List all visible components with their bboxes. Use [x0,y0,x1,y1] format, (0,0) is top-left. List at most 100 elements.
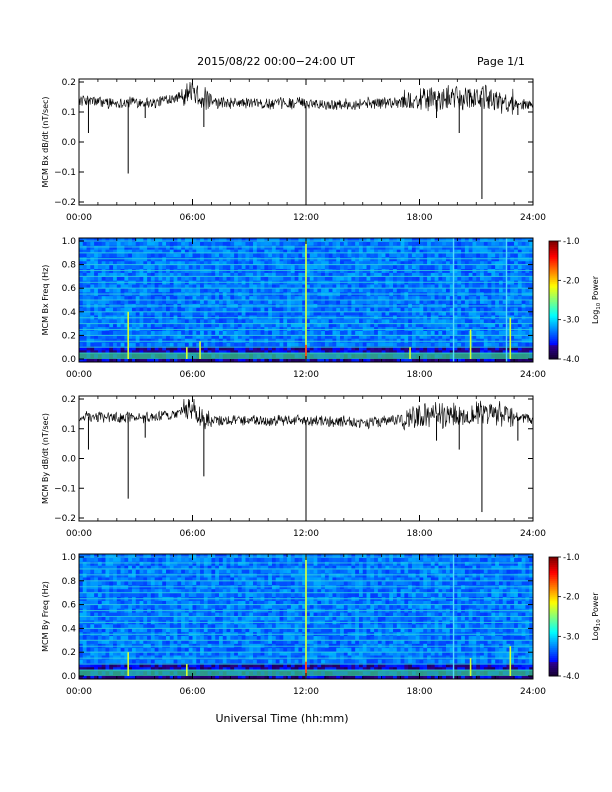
spectrogram-cell [287,261,292,266]
spectrogram-cell [135,300,140,305]
spectrogram-cell [218,296,224,301]
spectrogram-cell [147,296,152,301]
spectrogram-cell [306,331,311,336]
spectrogram-cell [94,323,99,328]
spectrogram-cell [166,616,171,621]
spectrogram-cell [309,296,314,301]
spectrogram-cell [211,276,216,282]
spectrogram-cell [82,651,87,656]
spectrogram-cell [226,269,231,274]
spectrogram-cell [525,346,530,351]
spectrogram-cell [245,272,250,278]
spectrogram-cell [86,307,91,313]
spectrogram-cell [502,257,507,262]
spectrogram-cell [203,276,209,282]
spectrogram-cell [109,667,114,672]
spectrogram-cell [196,269,201,274]
spectrogram-cell [150,342,156,347]
spectrogram-cell [268,257,273,262]
spectrogram-cell [442,261,447,266]
spectrogram-cell [101,651,106,656]
spectrogram-cell [411,249,417,254]
spectrogram-cell [109,647,114,653]
spectrogram-cell [234,284,239,289]
spectrogram-cell [203,272,209,278]
spectrogram-cell [143,561,148,567]
spectrogram-cell [389,257,394,262]
spectrogram-cell [427,342,432,347]
spectrogram-cell [166,296,171,301]
spectrogram-cell [321,269,326,274]
spectrogram-cell [521,241,526,247]
spectrogram-cell [302,261,307,266]
spectrogram-cell [150,624,156,629]
spectrogram-cell [166,561,171,567]
spectrogram-cell [517,288,523,293]
spectrogram-cell [529,257,534,262]
spectrogram-cell [105,276,110,282]
spectrogram-cell [90,276,95,282]
spectrogram-cell [514,331,519,336]
spectrogram-cell [283,323,288,328]
spectrogram-cell [290,272,296,278]
spectrogram-cell [158,307,163,313]
spectrogram-cell [94,300,99,305]
spectrogram-cell [279,334,284,340]
spectrogram-cell [517,358,523,363]
spectrogram-cell [408,245,413,251]
spectrogram-cell [264,245,269,251]
spectrogram-cell [154,245,159,251]
spectrogram-cell [128,342,133,347]
spectrogram-cell [124,565,129,571]
spectrogram-cell [135,600,140,606]
spectrogram-cell [97,307,103,313]
spectrogram-cell [328,241,333,247]
spectrogram-cell [294,257,299,262]
spectrogram-cell [340,358,345,363]
spectrogram-cell [162,581,167,586]
spectrogram-cell [82,604,87,610]
spectrogram-cell [453,276,458,282]
spectrogram-cell [218,300,224,305]
spectrogram-cell [230,241,235,247]
spectrogram-cell [377,257,383,262]
spectrogram-cell [169,307,174,313]
spectrogram-cell [362,350,367,355]
spectrogram-cell [158,589,163,594]
spectrogram-cell [468,257,473,262]
spectrogram-cell [464,319,470,324]
spectrogram-cell [135,346,140,351]
spectrogram-cell [90,346,95,351]
spectrogram-cell [79,311,84,316]
spectrogram-cell [253,272,258,278]
spectrogram-cell [105,557,110,563]
spectrogram-cell [143,628,148,633]
spectrogram-cell [510,257,515,262]
spectrogram-cell [355,323,360,328]
spectrogram-cell [154,639,159,645]
spectrogram-cell [480,253,485,258]
spectrogram-cell [203,342,209,347]
spectrogram-cell [188,253,193,258]
spectrogram-cell [139,639,144,645]
spectrogram-cell [169,569,174,574]
spectrogram-cell [143,261,148,266]
spectrogram-cell [116,269,122,274]
spectrogram-cell [381,323,386,328]
spectrogram-cell [234,276,239,282]
spectrogram-cell [525,261,530,266]
spectrogram-cell [290,269,296,274]
spectrogram-cell [135,573,140,578]
spectrogram-cell [487,261,492,266]
spectrogram-cell [94,561,99,567]
spectrogram-cell [169,585,174,590]
spectrogram-cell [150,581,156,586]
spectrogram-cell [366,311,371,316]
spectrogram-cell [514,241,519,247]
spectrogram-cell [377,334,383,340]
spectrogram-cell [116,241,122,247]
spectrogram-cell [158,249,163,254]
spectrogram-cell [101,639,106,645]
spectrogram-cell [226,249,231,254]
spectrogram-cell [162,585,167,590]
